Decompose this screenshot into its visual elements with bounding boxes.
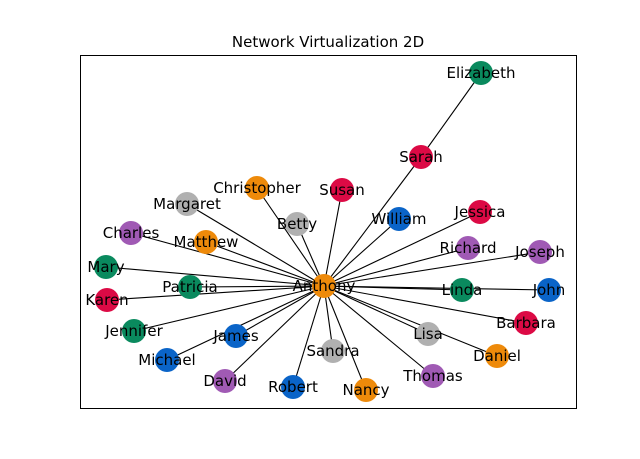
node-label-elizabeth: Elizabeth <box>446 64 515 82</box>
figure-title: Network Virtualization 2D <box>232 33 424 51</box>
node-label-nancy: Nancy <box>342 381 389 399</box>
node-label-charles: Charles <box>103 224 160 242</box>
edge-anthony-david <box>224 285 325 382</box>
node-linda <box>450 278 474 302</box>
node-label-david: David <box>203 372 246 390</box>
edge-anthony-susan <box>323 189 343 287</box>
node-william <box>387 207 411 231</box>
edge-anthony-charles <box>130 232 325 287</box>
edge-anthony-thomas <box>323 285 434 377</box>
node-joseph <box>528 240 552 264</box>
node-label-joseph: Joseph <box>514 243 565 261</box>
node-michael <box>155 348 179 372</box>
labels-layer: Anthony Elizabeth Sarah Christopher Susan Mar… <box>85 64 565 399</box>
nodes-layer <box>94 61 561 402</box>
edge-anthony-robert <box>292 285 325 388</box>
node-label-michael: Michael <box>138 351 195 369</box>
node-matthew <box>194 230 218 254</box>
edge-anthony-joseph <box>323 251 541 287</box>
node-jennifer <box>122 319 146 343</box>
node-label-betty: Betty <box>277 215 317 233</box>
edge-anthony-jennifer <box>133 285 325 332</box>
node-nancy <box>354 378 378 402</box>
node-label-james: James <box>212 327 258 345</box>
node-charles <box>119 221 143 245</box>
node-jessica <box>468 200 492 224</box>
node-label-richard: Richard <box>440 239 497 257</box>
edge-anthony-jessica <box>323 211 481 287</box>
edge-anthony-matthew <box>205 241 325 287</box>
edge-anthony-william <box>323 218 400 287</box>
edges-layer <box>105 72 550 391</box>
edge-anthony-patricia <box>189 285 325 288</box>
edge-anthony-john <box>323 285 550 291</box>
node-sarah <box>409 145 433 169</box>
node-betty <box>285 212 309 236</box>
node-label-sarah: Sarah <box>399 148 443 166</box>
edge-anthony-sarah <box>323 156 422 287</box>
node-label-robert: Robert <box>268 378 318 396</box>
node-richard <box>456 236 480 260</box>
node-sandra <box>321 339 345 363</box>
edge-anthony-richard <box>323 247 469 287</box>
node-lisa <box>416 322 440 346</box>
edge-anthony-lisa <box>323 285 429 335</box>
node-label-daniel: Daniel <box>473 347 521 365</box>
edge-anthony-nancy <box>323 285 367 391</box>
node-james <box>224 324 248 348</box>
node-thomas <box>421 364 445 388</box>
node-margaret <box>175 192 199 216</box>
node-label-matthew: Matthew <box>174 233 239 251</box>
edge-anthony-christopher <box>256 187 325 287</box>
node-christopher <box>245 176 269 200</box>
node-label-anthony: Anthony <box>293 277 356 295</box>
node-label-sandra: Sandra <box>306 342 359 360</box>
node-label-christopher: Christopher <box>213 179 301 197</box>
node-anthony <box>312 274 336 298</box>
node-barbara <box>514 311 538 335</box>
edge-anthony-james <box>235 285 325 337</box>
node-label-linda: Linda <box>442 281 483 299</box>
node-label-lisa: Lisa <box>413 325 443 343</box>
node-david <box>213 369 237 393</box>
plot-frame <box>80 55 577 409</box>
edge-anthony-michael <box>166 285 325 361</box>
edge-anthony-karen <box>106 285 325 301</box>
node-mary <box>94 255 118 279</box>
node-patricia <box>178 275 202 299</box>
node-label-thomas: Thomas <box>402 367 463 385</box>
node-label-john: John <box>532 281 566 299</box>
edge-anthony-mary <box>105 266 325 287</box>
node-label-karen: Karen <box>85 291 128 309</box>
edge-anthony-daniel <box>323 285 498 357</box>
edge-anthony-barbara <box>323 285 527 324</box>
node-robert <box>281 375 305 399</box>
node-susan <box>330 178 354 202</box>
edge-anthony-margaret <box>186 203 325 287</box>
node-john <box>537 278 561 302</box>
node-daniel <box>485 344 509 368</box>
node-label-william: William <box>372 210 427 228</box>
node-label-susan: Susan <box>319 181 365 199</box>
edge-sarah-elizabeth <box>420 72 482 158</box>
node-label-mary: Mary <box>87 258 124 276</box>
node-label-barbara: Barbara <box>496 314 556 332</box>
node-label-jessica: Jessica <box>454 203 506 221</box>
node-label-margaret: Margaret <box>153 195 221 213</box>
node-label-jennifer: Jennifer <box>104 322 163 340</box>
node-label-patricia: Patricia <box>162 278 217 296</box>
node-elizabeth <box>469 61 493 85</box>
node-karen <box>95 288 119 312</box>
